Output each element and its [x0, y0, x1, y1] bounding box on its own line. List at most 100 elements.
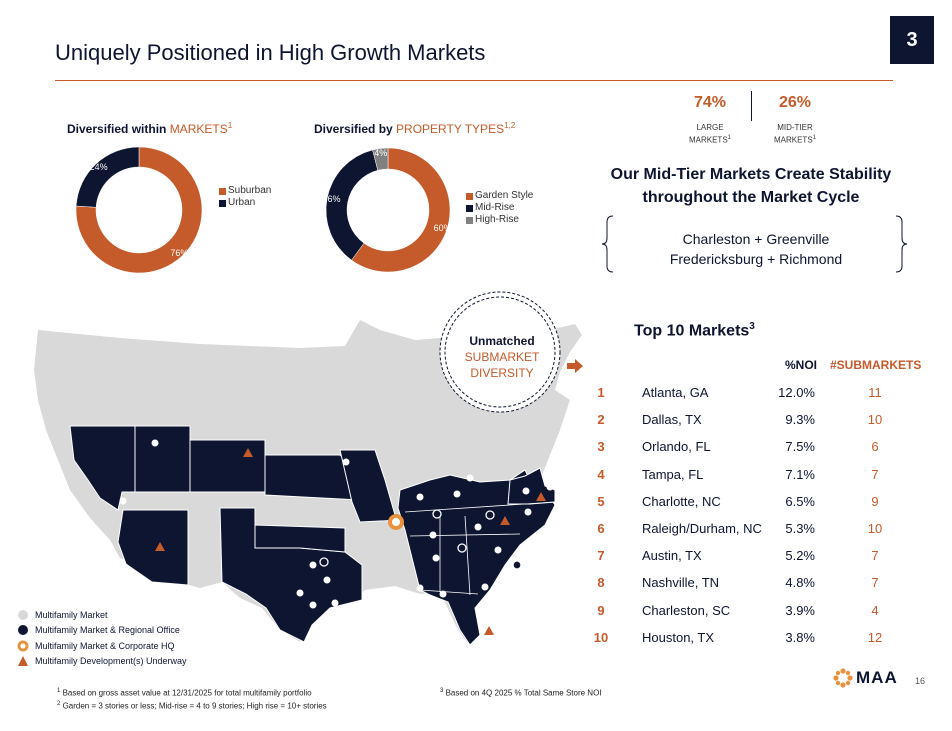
noi-cell: 3.9% [785, 602, 815, 618]
navy-dot-icon [17, 624, 29, 636]
page-number: 16 [915, 676, 926, 686]
submarkets-cell: 9 [871, 493, 879, 509]
border-line [419, 589, 479, 595]
orange-triangle-icon [243, 448, 253, 457]
submarkets-cell: 7 [871, 548, 879, 564]
white-dot-icon [474, 523, 482, 531]
title-divider [55, 80, 893, 81]
map-legend: Multifamily Market Multifamily Market & … [17, 607, 187, 669]
legend-label: Urban [228, 197, 256, 208]
legend-label: High-Rise [475, 214, 519, 225]
white-dot-icon [342, 458, 350, 466]
white-dot-icon [151, 439, 159, 447]
stat-label-line2: MARKETS [773, 135, 813, 145]
sun-hq-icon [388, 514, 404, 530]
white-dot-icon [416, 493, 424, 501]
stability-line1: Our Mid-Tier Markets Create Stability [610, 166, 892, 183]
top10-title: Top 10 Markets3 [634, 321, 755, 340]
donut-slice-garden [351, 147, 451, 273]
white-dot-icon [494, 546, 502, 554]
legend-item-high-rise: High-Rise [466, 214, 533, 226]
noi-cell: 4.8% [785, 575, 815, 591]
market-name-cell: Raleigh/Durham, NC [642, 521, 762, 536]
white-dot-icon [481, 583, 489, 591]
white-dot-icon [439, 590, 447, 598]
footnote-sup: 2 [57, 700, 61, 707]
market-name-cell: Tampa, FL [642, 466, 704, 482]
stat-label-line2: MARKETS [688, 135, 728, 145]
hq-inner [392, 518, 400, 526]
brace-frame [601, 215, 908, 273]
state-virginia-md [507, 467, 556, 505]
callout-line2: SUBMARKET [464, 350, 540, 364]
us-portfolio-map [34, 291, 582, 650]
footnotes-left: 1 Based on gross asset value at 12/31/20… [57, 686, 327, 711]
submarkets-cell: 7 [871, 575, 879, 591]
markets-list-line1: Charleston + Greenville [682, 231, 830, 247]
map-legend-item: Multifamily Market & Regional Office [17, 623, 187, 639]
right-brace [895, 215, 908, 273]
market-name-cell: Houston, TX [642, 629, 715, 645]
map-legend-item: Multifamily Development(s) Underway [17, 654, 187, 670]
page-title: Uniquely Positioned in High Growth Marke… [55, 40, 486, 65]
legend-item-suburban: Suburban [219, 185, 271, 197]
orange-triangle-icon [17, 655, 29, 667]
white-dot-icon [323, 576, 331, 584]
mid-tier-markets-label: MID-TIER MARKETS1 [762, 122, 828, 146]
map-legend-label: Multifamily Market & Corporate HQ [35, 640, 175, 651]
left-brace [601, 215, 614, 273]
legend-item-urban: Urban [219, 197, 271, 209]
market-name-cell: Charleston, SC [642, 602, 731, 618]
state-oklahoma [254, 524, 346, 553]
footnote-text: Based on gross asset value at 12/31/2025… [60, 688, 312, 698]
white-dot-icon [342, 604, 350, 612]
state-wyoming [189, 439, 266, 493]
callout-line3: DIVERSITY [470, 366, 534, 380]
white-dot-icon [416, 584, 424, 592]
donut-slice-suburban [75, 146, 203, 274]
garden-swatch [466, 192, 473, 200]
large-markets-value: 74% [693, 94, 727, 111]
stat-label-line1: LARGE [696, 123, 724, 132]
white-dot-icon [309, 601, 317, 609]
table-row: 7 Austin, TX 5.2% 7 [590, 548, 920, 575]
property-heading-prefix: Diversified by [314, 122, 397, 136]
mid-tier-markets-stat: 26% MID-TIER MARKETS1 [762, 94, 828, 146]
rank-cell: 4 [597, 466, 605, 482]
noi-cell: 7.1% [785, 466, 815, 482]
sun-hq-icon [17, 640, 29, 652]
property-donut-chart: 60% 36% 4% [326, 147, 452, 273]
map-legend-item: Multifamily Market & Corporate HQ [17, 638, 187, 654]
table-row: 9 Charleston, SC 3.9% 4 [590, 603, 920, 630]
footnote-3: 3 Based on 4Q 2025 % Total Same Store NO… [440, 686, 602, 699]
footnote-1: 1 Based on gross asset value at 12/31/20… [57, 686, 327, 699]
top10-title-text: Top 10 Markets [634, 322, 750, 340]
map-legend-label: Multifamily Market & Regional Office [35, 625, 180, 636]
white-dot-icon [296, 589, 304, 597]
white-dot-icon [453, 490, 461, 498]
stat-sup: 1 [727, 135, 731, 141]
footnote-sup: 1 [57, 688, 61, 694]
markets-legend: Suburban Urban [219, 185, 271, 209]
donut-slice-high-rise [372, 147, 389, 171]
submarket-callout: Unmatched SUBMARKET DIVERSITY [440, 333, 564, 381]
navy-dot-icon [319, 557, 329, 567]
market-name-cell: Dallas, TX [642, 412, 702, 428]
donut-slice-urban [75, 146, 140, 208]
large-markets-label: LARGE MARKETS1 [680, 122, 740, 146]
table-row: 2 Dallas, TX 9.3% 10 [590, 412, 920, 439]
table-row: 4 Tampa, FL 7.1% 7 [590, 467, 920, 494]
navy-dot-icon [457, 543, 467, 553]
border-line [464, 515, 471, 596]
markets-heading-accent: MARKETS [169, 122, 228, 136]
state-borders [344, 501, 556, 596]
white-dot-icon [119, 497, 127, 505]
noi-cell: 9.3% [785, 412, 815, 428]
markets-heading-prefix: Diversified within [67, 122, 170, 136]
stat-label-line1: MID-TIER [777, 123, 813, 132]
white-dot-icon [466, 474, 474, 482]
white-dot-icon [524, 508, 532, 516]
donut-label-high-rise: 4% [374, 148, 387, 158]
noi-cell: 12.0% [778, 385, 815, 400]
white-dot-icon [482, 606, 490, 614]
